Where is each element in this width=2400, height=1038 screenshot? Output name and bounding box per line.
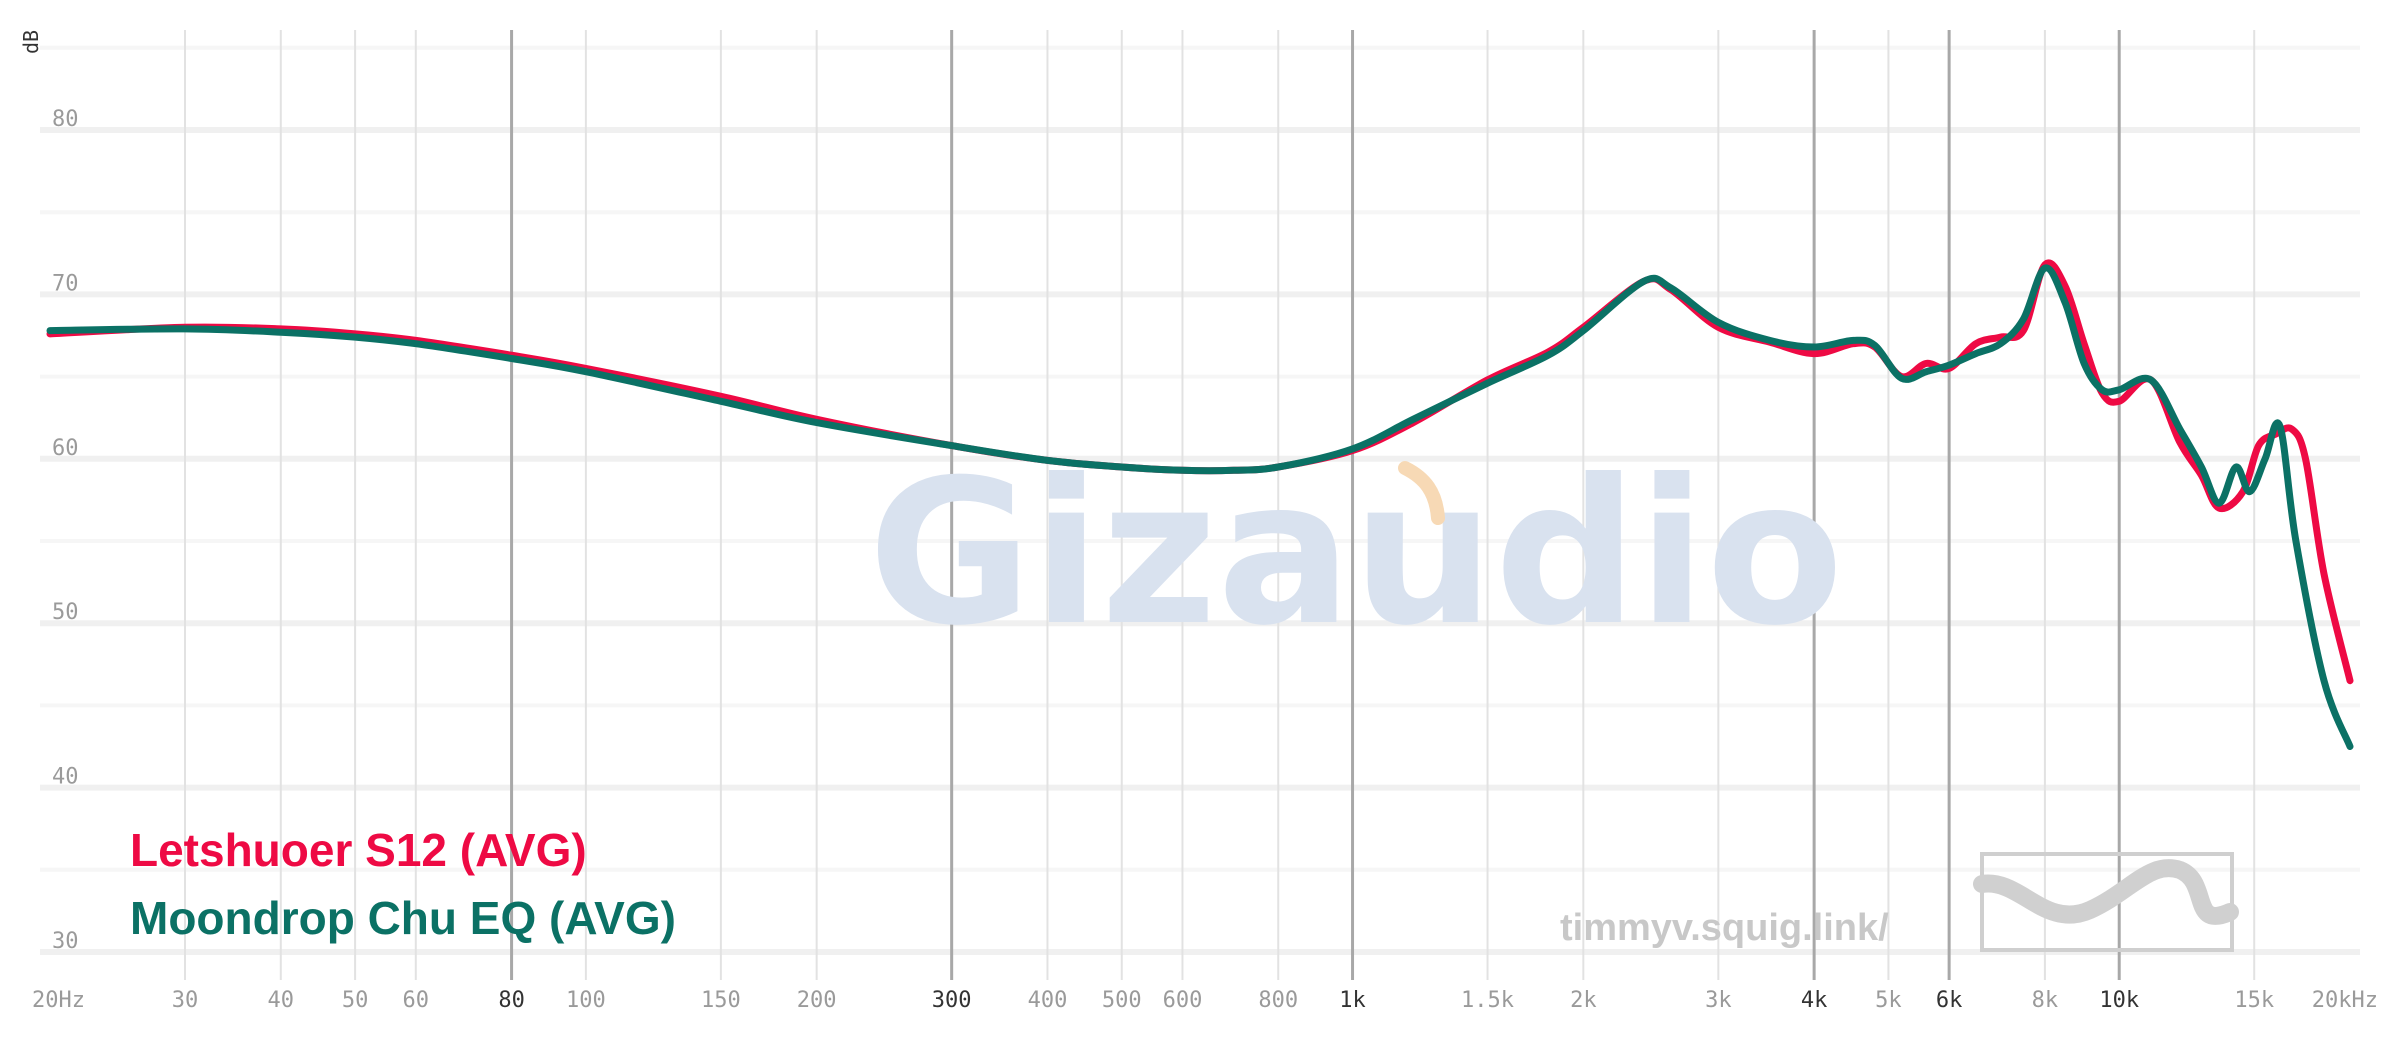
x-axis-ticks: 20Hz 30 40 50 60 80 100 150 200 300 400 500 600 800 1k…: [32, 988, 2378, 1013]
x-tick-label: 300: [932, 988, 972, 1013]
y-tick-label: 70: [52, 271, 79, 296]
series-lines: [46, 259, 2354, 750]
x-tick-label: 600: [1163, 988, 1203, 1013]
y-tick-label: 60: [52, 436, 79, 461]
x-tick-label: 40: [268, 988, 295, 1013]
vertical-gridlines: [184, 30, 2256, 980]
series-line-1: [46, 264, 2354, 750]
x-tick-label: 200: [797, 988, 837, 1013]
y-tick-label: 40: [52, 765, 79, 790]
x-tick-label: 1.5k: [1461, 988, 1514, 1013]
x-tick-label: 20kHz: [2312, 988, 2378, 1013]
x-tick-label: 15k: [2234, 988, 2274, 1013]
x-tick-label: 80: [498, 988, 525, 1013]
y-tick-label: 80: [52, 107, 79, 132]
y-tick-label: 30: [52, 929, 79, 954]
squiglink-logo: [1973, 852, 2239, 952]
x-tick-label: 1k: [1339, 988, 1366, 1013]
x-tick-label: 800: [1258, 988, 1298, 1013]
gizaudio-watermark: Gizaudio: [868, 437, 1844, 670]
y-axis-ticks: 30 40 50 60 70 80: [52, 107, 79, 954]
x-tick-label: 500: [1102, 988, 1142, 1013]
x-tick-label: 4k: [1801, 988, 1828, 1013]
legend-item-moondrop-chu-eq: Moondrop Chu EQ (AVG): [130, 892, 676, 944]
x-tick-label: 8k: [2032, 988, 2059, 1013]
horizontal-gridlines: [40, 45, 2360, 955]
legend: Letshuoer S12 (AVG) Moondrop Chu EQ (AVG…: [130, 824, 676, 944]
x-tick-label: 5k: [1875, 988, 1902, 1013]
x-tick-label: 100: [566, 988, 606, 1013]
x-tick-label: 150: [701, 988, 741, 1013]
x-tick-label: 10k: [2099, 988, 2139, 1013]
credit-url: timmyv.squig.link/: [1560, 907, 1889, 949]
y-axis-label: dB: [19, 30, 43, 54]
x-tick-label: 2k: [1570, 988, 1597, 1013]
watermark-text: Gizaudio: [868, 437, 1844, 670]
y-tick-label: 50: [52, 600, 79, 625]
x-tick-label: 400: [1028, 988, 1068, 1013]
x-tick-label: 30: [172, 988, 199, 1013]
x-tick-label: 6k: [1936, 988, 1963, 1013]
legend-item-letshuoer-s12: Letshuoer S12 (AVG): [130, 824, 587, 876]
x-tick-label: 60: [403, 988, 430, 1013]
x-tick-label: 3k: [1705, 988, 1732, 1013]
x-tick-label: 20Hz: [32, 988, 85, 1013]
x-tick-label: 50: [342, 988, 369, 1013]
